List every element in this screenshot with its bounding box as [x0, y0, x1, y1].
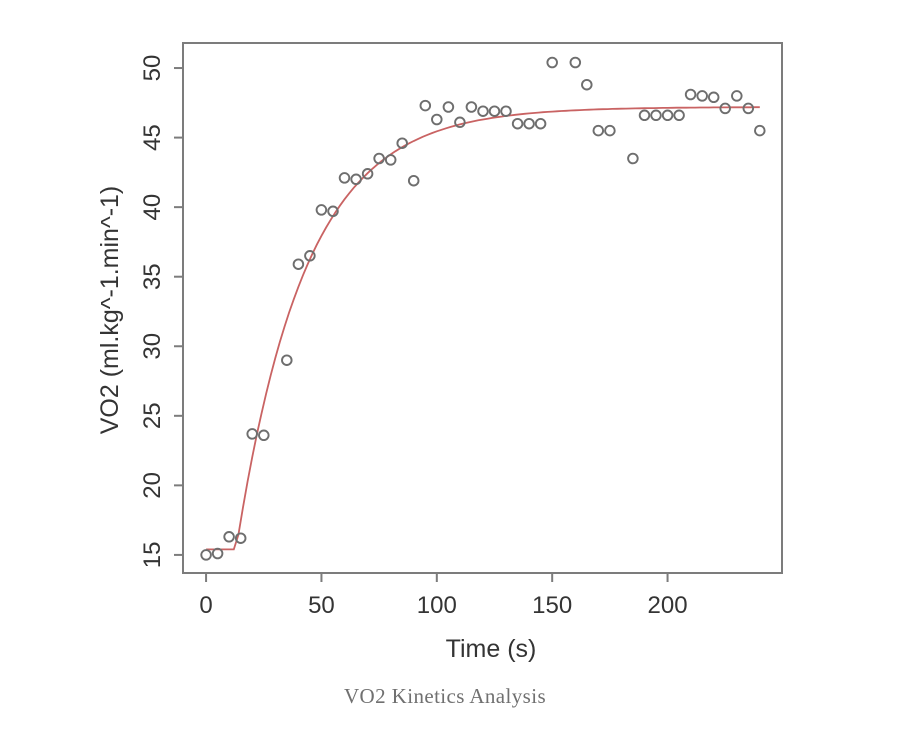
data-point: [650, 109, 662, 122]
data-point: [338, 172, 351, 184]
vo2-kinetics-chart: 0 50 100 150 200 15 20 25 30 35 40 45 50 Time (s) VO2 …: [96, 42, 783, 663]
data-point: [742, 102, 755, 115]
data-point: [454, 116, 466, 129]
data-point: [350, 173, 362, 186]
data-point: [754, 124, 766, 137]
data-point: [477, 105, 489, 117]
data-point: [581, 78, 593, 91]
y-axis-title: VO2 (ml.kg^-1.min^-1): [96, 186, 124, 435]
plot-border: [182, 42, 783, 574]
data-point: [234, 532, 247, 544]
data-point: [673, 109, 685, 122]
x-tick-label: 100: [417, 592, 457, 619]
data-point: [258, 429, 270, 442]
data-point: [707, 91, 720, 104]
data-point: [315, 204, 328, 216]
data-point: [534, 117, 547, 130]
x-tick-label: 0: [199, 592, 212, 619]
data-point: [523, 117, 535, 130]
x-axis-title: Time (s): [446, 635, 537, 663]
data-point: [661, 109, 674, 122]
y-tick-label: 45: [139, 124, 166, 151]
data-point: [281, 354, 293, 366]
data-point: [384, 154, 397, 166]
y-tick-label: 20: [139, 472, 166, 499]
x-tick-label: 200: [648, 592, 688, 619]
data-point: [223, 531, 235, 543]
data-point: [361, 168, 374, 180]
data-point: [604, 124, 616, 137]
data-point: [696, 90, 708, 102]
y-tick-label: 30: [139, 333, 166, 360]
data-point: [292, 258, 305, 270]
data-point: [684, 88, 697, 101]
data-point: [200, 549, 212, 561]
y-tick-label: 40: [139, 194, 166, 221]
data-point: [304, 250, 316, 262]
y-tick-label: 25: [139, 402, 166, 429]
x-tick-label: 150: [532, 592, 572, 619]
data-point: [592, 124, 605, 137]
data-point: [719, 102, 731, 115]
fit-curve: [206, 106, 760, 551]
data-point: [327, 205, 339, 218]
data-point: [407, 174, 420, 187]
data-point: [488, 105, 501, 117]
figure-caption: VO2 Kinetics Analysis: [343, 684, 547, 708]
data-point: [465, 101, 478, 113]
x-tick-label: 50: [308, 592, 335, 619]
data-point: [546, 56, 558, 69]
data-point: [500, 105, 512, 117]
data-point: [627, 152, 639, 165]
data-point: [419, 99, 432, 112]
data-point: [442, 101, 455, 113]
y-tick-label: 50: [139, 55, 166, 82]
data-point: [638, 109, 651, 122]
data-point: [246, 428, 258, 440]
y-tick-label: 15: [139, 542, 166, 569]
y-tick-label: 35: [139, 263, 166, 290]
data-point: [431, 113, 443, 126]
data-point: [373, 152, 385, 165]
data-point: [731, 90, 743, 102]
data-point: [511, 117, 524, 130]
data-point: [396, 137, 408, 149]
data-point: [211, 547, 224, 560]
data-point: [569, 56, 582, 69]
